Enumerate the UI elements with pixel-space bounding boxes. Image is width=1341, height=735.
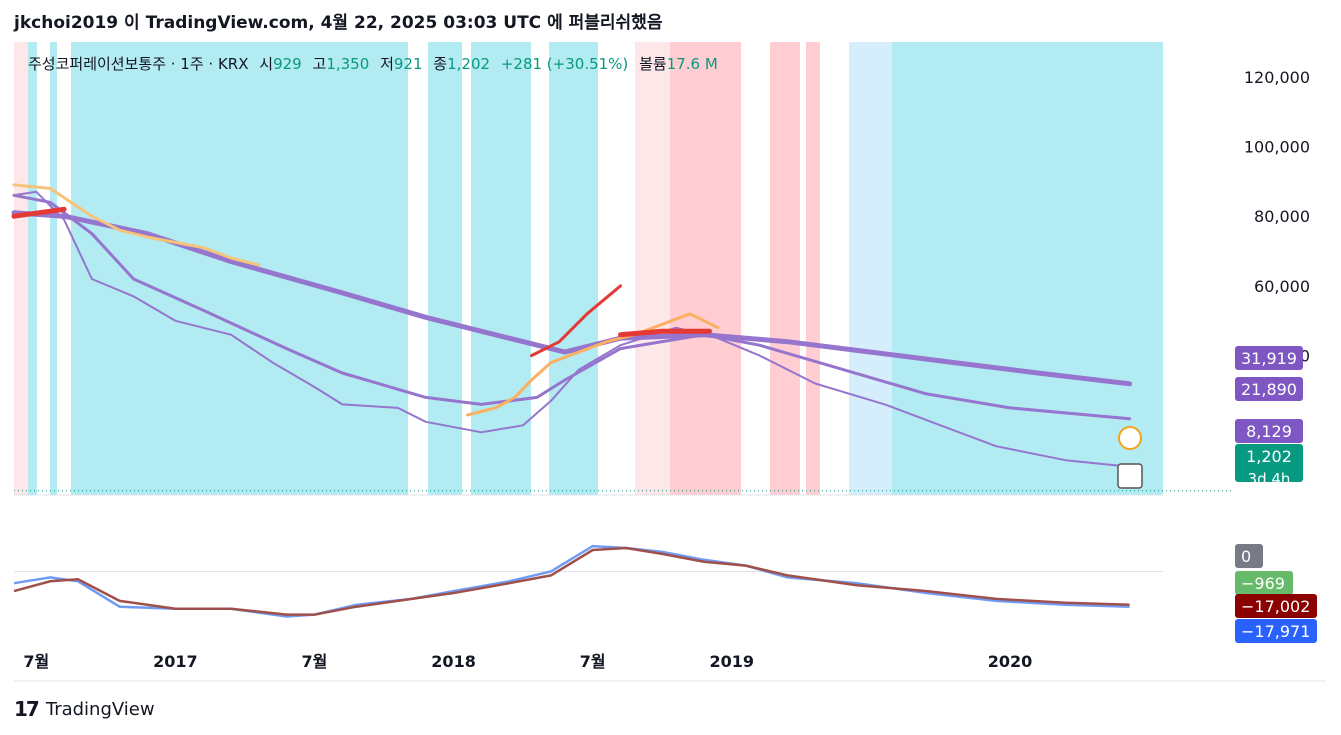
highlight-band: [670, 42, 741, 495]
x-tick-label: 2017: [153, 652, 198, 671]
highlight-band: [14, 42, 28, 495]
macd-label-badge: [1235, 571, 1293, 595]
highlight-band: [28, 42, 37, 495]
macd-label-badge: [1235, 544, 1263, 568]
x-tick-label: 7월: [580, 652, 606, 671]
y-tick-label: 80,000: [1254, 207, 1310, 226]
price-label-badge: [1235, 419, 1303, 443]
volume-value: 17.6 M: [666, 55, 718, 73]
countdown-text: 3d 4h: [1248, 470, 1291, 488]
highlight-band: [849, 42, 892, 495]
highlight-band: [635, 42, 670, 495]
ma-line: [466, 312, 720, 417]
highlight-band: [770, 42, 800, 495]
price-label-badge: [1235, 377, 1303, 401]
low-value: 921: [393, 55, 423, 73]
footer: 17 TradingView: [14, 697, 155, 721]
highlight-band: [71, 42, 408, 495]
highlight-band: [50, 42, 57, 495]
macd-label-badge: [1235, 594, 1317, 618]
x-tick-label: 2019: [710, 652, 755, 671]
tradingview-logo-icon: 17: [14, 697, 40, 721]
split-marker-icon: [1118, 426, 1142, 450]
ma-line: [13, 190, 1131, 468]
highlight-band: [471, 42, 531, 495]
x-tick-label: 7월: [302, 652, 328, 671]
change-value: +281 (+30.51%): [500, 55, 629, 73]
ma-line: [12, 183, 261, 267]
open-value: 929: [273, 55, 302, 73]
highlight-band: [806, 42, 820, 495]
publish-header: jkchoi2019 이 TradingView.com, 4월 22, 202…: [14, 13, 663, 33]
signal-line: [13, 546, 1130, 616]
highlight-band: [549, 42, 598, 495]
ma-line: [11, 206, 67, 219]
macd-label-badge: [1235, 619, 1317, 643]
macd-label-text: −969: [1241, 574, 1285, 593]
x-tick-label: 7월: [23, 652, 49, 671]
price-label-badge: [1235, 444, 1303, 482]
brand-name: TradingView: [45, 698, 155, 720]
price-label-text: 1,202: [1246, 447, 1292, 466]
macd-label-text: 0: [1241, 547, 1251, 566]
ma-line: [530, 284, 622, 358]
price-label-text: 8,129: [1246, 422, 1292, 441]
y-tick-label: 100,000: [1244, 138, 1310, 157]
highlight-band: [892, 42, 1163, 495]
macd-label-text: −17,971: [1241, 622, 1310, 641]
x-tick-label: 2020: [988, 652, 1033, 671]
highlight-band: [428, 42, 462, 495]
price-label-badge: [1235, 346, 1303, 370]
close-value: 1,202: [447, 55, 491, 73]
macd-label-text: −17,002: [1241, 597, 1310, 616]
ma-line: [618, 328, 712, 338]
symbol-name: 주성코퍼레이션보통주 · 1주 · KRX: [28, 55, 249, 73]
high-value: 1,350: [326, 55, 370, 73]
y-tick-label: 120,000: [1244, 68, 1310, 87]
price-label-text: 21,890: [1241, 380, 1297, 399]
symbol-legend: 주성코퍼레이션보통주 · 1주 · KRX 시929 고1,350 저921 종…: [28, 55, 718, 73]
price-label-text: 31,919: [1241, 349, 1297, 368]
earnings-marker-icon: [1117, 463, 1143, 489]
macd-line: [13, 544, 1130, 618]
x-tick-label: 2018: [431, 652, 476, 671]
y-tick-label: 60,000: [1254, 277, 1310, 296]
